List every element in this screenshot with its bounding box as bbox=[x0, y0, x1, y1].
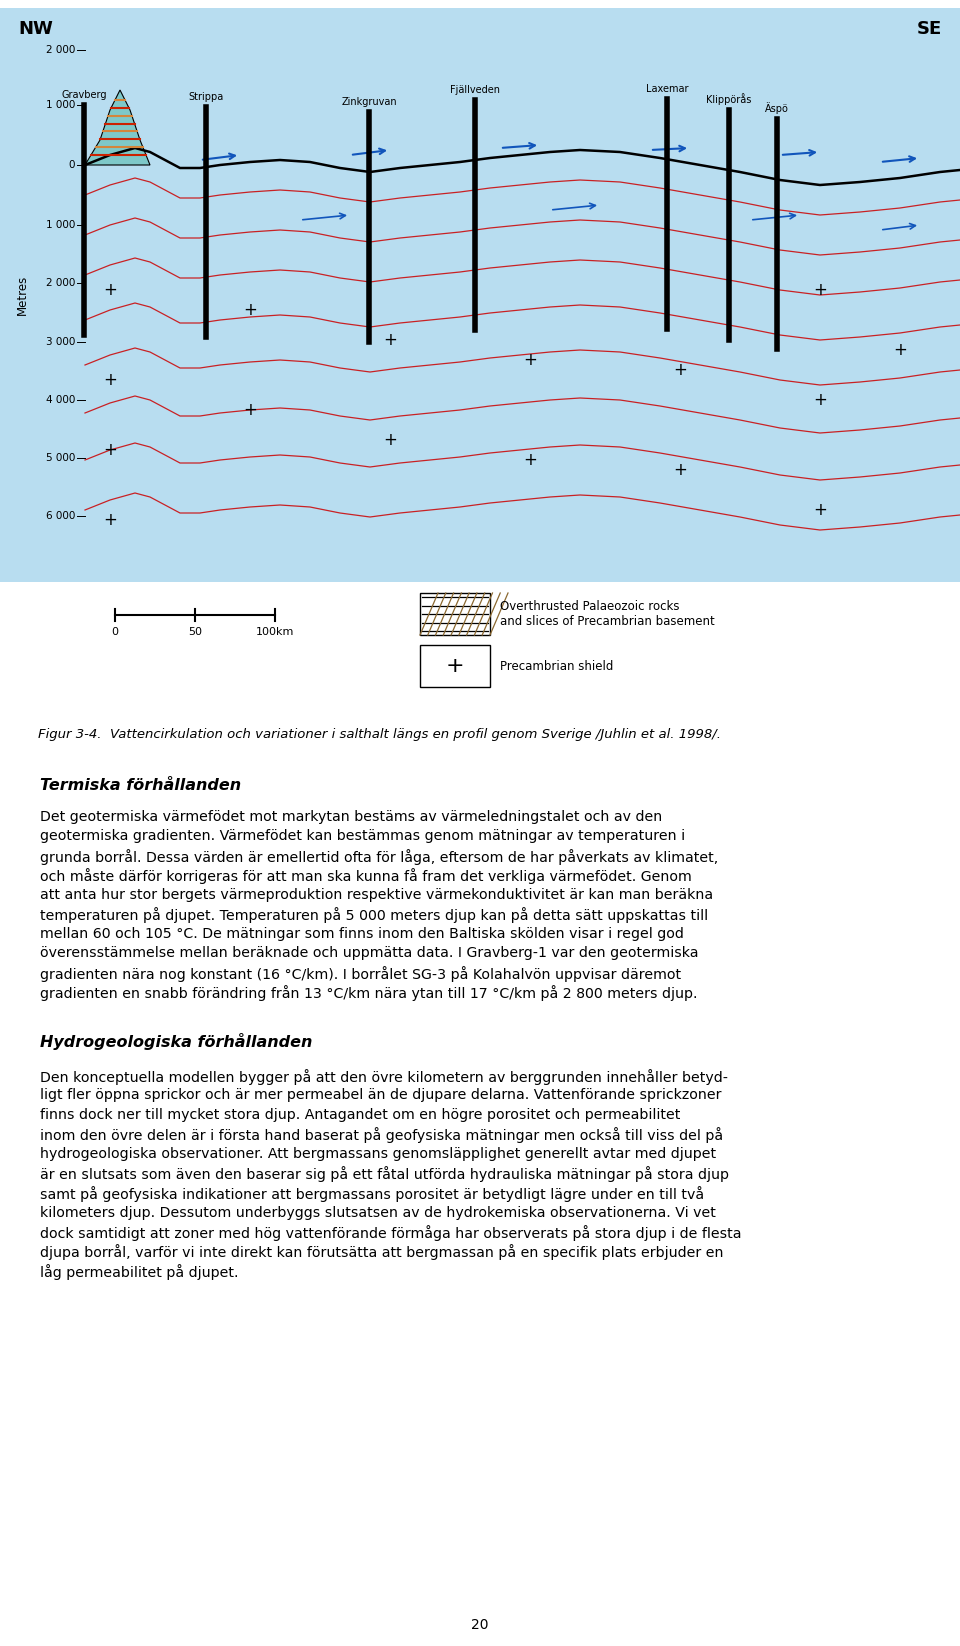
Text: 4 000: 4 000 bbox=[46, 395, 75, 405]
Text: Strippa: Strippa bbox=[188, 92, 224, 102]
Text: låg permeabilitet på djupet.: låg permeabilitet på djupet. bbox=[40, 1264, 239, 1281]
Polygon shape bbox=[85, 91, 150, 165]
Text: Fjällveden: Fjällveden bbox=[450, 86, 500, 95]
Text: +: + bbox=[383, 331, 396, 349]
Text: 3 000: 3 000 bbox=[46, 337, 75, 347]
Text: hydrogeologiska observationer. Att bergmassans genomsläpplighet generellt avtar : hydrogeologiska observationer. Att bergm… bbox=[40, 1147, 716, 1160]
Text: 5 000: 5 000 bbox=[46, 453, 75, 463]
Text: 2 000: 2 000 bbox=[46, 278, 75, 288]
Text: kilometers djup. Dessutom underbyggs slutsatsen av de hydrokemiska observationer: kilometers djup. Dessutom underbyggs slu… bbox=[40, 1205, 716, 1220]
Text: Äspö: Äspö bbox=[765, 102, 789, 115]
Text: 6 000: 6 000 bbox=[46, 510, 75, 522]
Text: grunda borrål. Dessa värden är emellertid ofta för låga, eftersom de har påverka: grunda borrål. Dessa värden är emellerti… bbox=[40, 849, 719, 864]
Text: Klippörås: Klippörås bbox=[707, 94, 752, 105]
Text: är en slutsats som även den baserar sig på ett fåtal utförda hydrauliska mätning: är en slutsats som även den baserar sig … bbox=[40, 1167, 730, 1182]
Text: 20: 20 bbox=[471, 1618, 489, 1631]
Text: Det geotermiska värmefödet mot markytan bestäms av värmeledningstalet och av den: Det geotermiska värmefödet mot markytan … bbox=[40, 810, 662, 825]
Text: SE: SE bbox=[917, 20, 942, 38]
Text: +: + bbox=[893, 341, 907, 359]
Text: Termiska förhållanden: Termiska förhållanden bbox=[40, 779, 242, 793]
Bar bbox=[420, 593, 490, 635]
Text: +: + bbox=[813, 392, 827, 408]
Text: +: + bbox=[103, 510, 117, 528]
Bar bbox=[420, 645, 490, 686]
Text: 1 000: 1 000 bbox=[46, 100, 75, 110]
Text: Overthrusted Palaeozoic rocks
and slices of Precambrian basement: Overthrusted Palaeozoic rocks and slices… bbox=[500, 601, 715, 629]
Text: +: + bbox=[243, 301, 257, 319]
Text: +: + bbox=[523, 451, 537, 469]
Text: gradienten en snabb förändring från 13 °C/km nära ytan till 17 °C/km på 2 800 me: gradienten en snabb förändring från 13 °… bbox=[40, 986, 698, 1001]
Text: ligt fler öppna sprickor och är mer permeabel än de djupare delarna. Vattenföran: ligt fler öppna sprickor och är mer perm… bbox=[40, 1088, 722, 1103]
Text: djupa borrål, varför vi inte direkt kan förutsätta att bergmassan på en specifik: djupa borrål, varför vi inte direkt kan … bbox=[40, 1244, 724, 1261]
Text: inom den övre delen är i första hand baserat på geofysiska mätningar men också t: inom den övre delen är i första hand bas… bbox=[40, 1128, 724, 1144]
Text: +: + bbox=[103, 441, 117, 459]
Text: +: + bbox=[103, 281, 117, 300]
Text: och måste därför korrigeras för att man ska kunna få fram det verkliga värmeföde: och måste därför korrigeras för att man … bbox=[40, 869, 692, 884]
Text: Hydrogeologiska förhållanden: Hydrogeologiska förhållanden bbox=[40, 1034, 313, 1050]
Text: +: + bbox=[813, 500, 827, 518]
Text: 0: 0 bbox=[68, 160, 75, 170]
Text: +: + bbox=[103, 370, 117, 388]
Text: Figur 3-4.  Vattencirkulation och variationer i salthalt längs en profil genom S: Figur 3-4. Vattencirkulation och variati… bbox=[38, 728, 721, 741]
Text: geotermiska gradienten. Värmefödet kan bestämmas genom mätningar av temperaturen: geotermiska gradienten. Värmefödet kan b… bbox=[40, 830, 685, 843]
Text: +: + bbox=[383, 431, 396, 449]
Text: +: + bbox=[523, 351, 537, 369]
Text: 100km: 100km bbox=[255, 627, 294, 637]
Text: finns dock ner till mycket stora djup. Antagandet om en högre porositet och perm: finns dock ner till mycket stora djup. A… bbox=[40, 1108, 681, 1123]
Text: 2 000: 2 000 bbox=[46, 44, 75, 54]
Text: Metres: Metres bbox=[15, 275, 29, 314]
Text: 1 000: 1 000 bbox=[46, 221, 75, 230]
Text: 0: 0 bbox=[111, 627, 118, 637]
Text: mellan 60 och 105 °C. De mätningar som finns inom den Baltiska skölden visar i r: mellan 60 och 105 °C. De mätningar som f… bbox=[40, 927, 684, 942]
Text: Gravberg: Gravberg bbox=[61, 91, 107, 100]
Text: +: + bbox=[673, 360, 687, 379]
Text: att anta hur stor bergets värmeproduktion respektive värmekonduktivitet är kan m: att anta hur stor bergets värmeproduktio… bbox=[40, 887, 713, 902]
Text: +: + bbox=[243, 402, 257, 420]
Text: +: + bbox=[813, 281, 827, 300]
Text: Laxemar: Laxemar bbox=[646, 84, 688, 94]
Text: gradienten nära nog konstant (16 °C/km). I borrålet SG-3 på Kolahalvön uppvisar : gradienten nära nog konstant (16 °C/km).… bbox=[40, 966, 682, 983]
Text: samt på geofysiska indikationer att bergmassans porositet är betydligt lägre und: samt på geofysiska indikationer att berg… bbox=[40, 1187, 705, 1202]
Text: +: + bbox=[445, 657, 465, 677]
Text: överensstämmelse mellan beräknade och uppmätta data. I Gravberg-1 var den geoter: överensstämmelse mellan beräknade och up… bbox=[40, 946, 699, 961]
Text: Precambrian shield: Precambrian shield bbox=[500, 660, 613, 673]
Text: dock samtidigt att zoner med hög vattenförande förmåga har observerats på stora : dock samtidigt att zoner med hög vattenf… bbox=[40, 1225, 742, 1241]
Text: +: + bbox=[673, 461, 687, 479]
Text: temperaturen på djupet. Temperaturen på 5 000 meters djup kan på detta sätt upps: temperaturen på djupet. Temperaturen på … bbox=[40, 907, 708, 923]
Text: Den konceptuella modellen bygger på att den övre kilometern av berggrunden inneh: Den konceptuella modellen bygger på att … bbox=[40, 1068, 729, 1085]
Text: 50: 50 bbox=[188, 627, 202, 637]
Text: Zinkgruvan: Zinkgruvan bbox=[341, 97, 396, 107]
Text: NW: NW bbox=[18, 20, 53, 38]
